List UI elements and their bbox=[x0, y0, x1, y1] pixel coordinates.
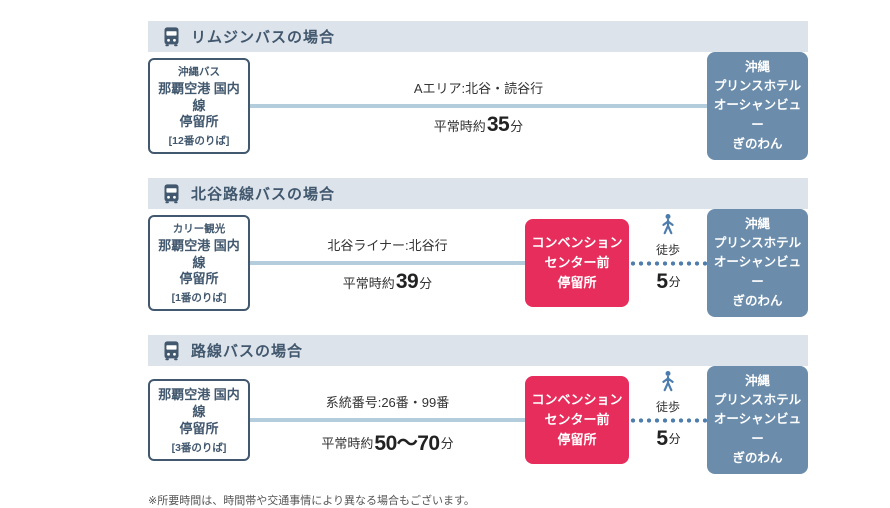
stop-platform: [3番のりば] bbox=[171, 441, 227, 454]
section-title: 路線バスの場合 bbox=[191, 343, 304, 360]
destination-box: 沖縄 プリンスホテル オーシャンビュー ぎのわん bbox=[707, 208, 808, 318]
bus-icon bbox=[161, 183, 182, 204]
stop-name: 那覇空港 国内線 停留所 bbox=[158, 387, 240, 436]
route-line bbox=[250, 418, 525, 422]
route-time: 平常時約 35 分 bbox=[433, 113, 524, 136]
route-label: 北谷ライナー:北谷行 bbox=[327, 238, 448, 253]
route-row: 沖縄バス 那覇空港 国内線 停留所 [12番のりば] Aエリア:北谷・読谷行 平… bbox=[148, 51, 808, 161]
section-title: リムジンバスの場合 bbox=[191, 29, 336, 46]
section-header: 路線バスの場合 bbox=[148, 335, 808, 366]
origin-stop-box: 沖縄バス 那覇空港 国内線 停留所 [12番のりば] bbox=[148, 57, 250, 155]
transfer-stop-box: コンベンション センター前 停留所 bbox=[525, 219, 629, 307]
bus-icon bbox=[161, 340, 182, 361]
section-header: リムジンバスの場合 bbox=[148, 21, 808, 52]
transfer-stop-box: コンベンション センター前 停留所 bbox=[525, 376, 629, 464]
route-connector: Aエリア:北谷・読谷行 平常時約 35 分 bbox=[250, 58, 707, 154]
route-connector: 北谷ライナー:北谷行 平常時約 39 分 bbox=[250, 215, 525, 311]
section-local-bus: 路線バスの場合 那覇空港 国内線 停留所 [3番のりば] 系統番号:26番・99… bbox=[148, 335, 808, 475]
route-row: カリー観光 那覇空港 国内線 停留所 [1番のりば] 北谷ライナー:北谷行 平常… bbox=[148, 208, 808, 318]
route-time: 平常時約 39 分 bbox=[342, 270, 433, 293]
walk-dotted-line bbox=[629, 417, 707, 423]
transit-guide: リムジンバスの場合 沖縄バス 那覇空港 国内線 停留所 [12番のりば] Aエリ… bbox=[148, 21, 808, 508]
stop-name: 那覇空港 国内線 停留所 bbox=[158, 237, 240, 287]
route-connector: 系統番号:26番・99番 平常時約 50〜70 分 bbox=[250, 372, 525, 468]
bus-icon bbox=[161, 26, 182, 47]
stop-company: 沖縄バス bbox=[178, 65, 220, 78]
footnote: ※所要時間は、時間帯や交通事情により異なる場合もございます。 bbox=[148, 495, 475, 507]
section-chatan-bus: 北谷路線バスの場合 カリー観光 那覇空港 国内線 停留所 [1番のりば] 北谷ラ… bbox=[148, 178, 808, 318]
origin-stop-box: カリー観光 那覇空港 国内線 停留所 [1番のりば] bbox=[148, 214, 250, 312]
stop-company: カリー観光 bbox=[172, 222, 226, 235]
origin-stop-box: 那覇空港 国内線 停留所 [3番のりば] bbox=[148, 379, 250, 461]
walk-label: 徒歩 bbox=[655, 399, 680, 414]
stop-platform: [1番のりば] bbox=[171, 292, 227, 305]
stop-name: 那覇空港 国内線 停留所 bbox=[158, 80, 240, 130]
section-title: 北谷路線バスの場合 bbox=[191, 186, 336, 203]
route-time: 平常時約 50〜70 分 bbox=[321, 432, 454, 455]
section-header: 北谷路線バスの場合 bbox=[148, 178, 808, 209]
section-limousine-bus: リムジンバスの場合 沖縄バス 那覇空港 国内線 停留所 [12番のりば] Aエリ… bbox=[148, 21, 808, 161]
route-label: 系統番号:26番・99番 bbox=[325, 395, 450, 410]
route-line bbox=[250, 104, 707, 108]
route-row: 那覇空港 国内線 停留所 [3番のりば] 系統番号:26番・99番 平常時約 50… bbox=[148, 365, 808, 475]
destination-box: 沖縄 プリンスホテル オーシャンビュー ぎのわん bbox=[707, 365, 808, 475]
walk-dotted-line bbox=[629, 260, 707, 266]
route-line bbox=[250, 261, 525, 265]
route-label: Aエリア:北谷・読谷行 bbox=[413, 81, 544, 96]
stop-platform: [12番のりば] bbox=[168, 135, 230, 148]
destination-box: 沖縄 プリンスホテル オーシャンビュー ぎのわん bbox=[707, 51, 808, 161]
walker-icon bbox=[658, 370, 678, 397]
walker-icon bbox=[658, 213, 678, 240]
walk-label: 徒歩 bbox=[655, 242, 680, 257]
